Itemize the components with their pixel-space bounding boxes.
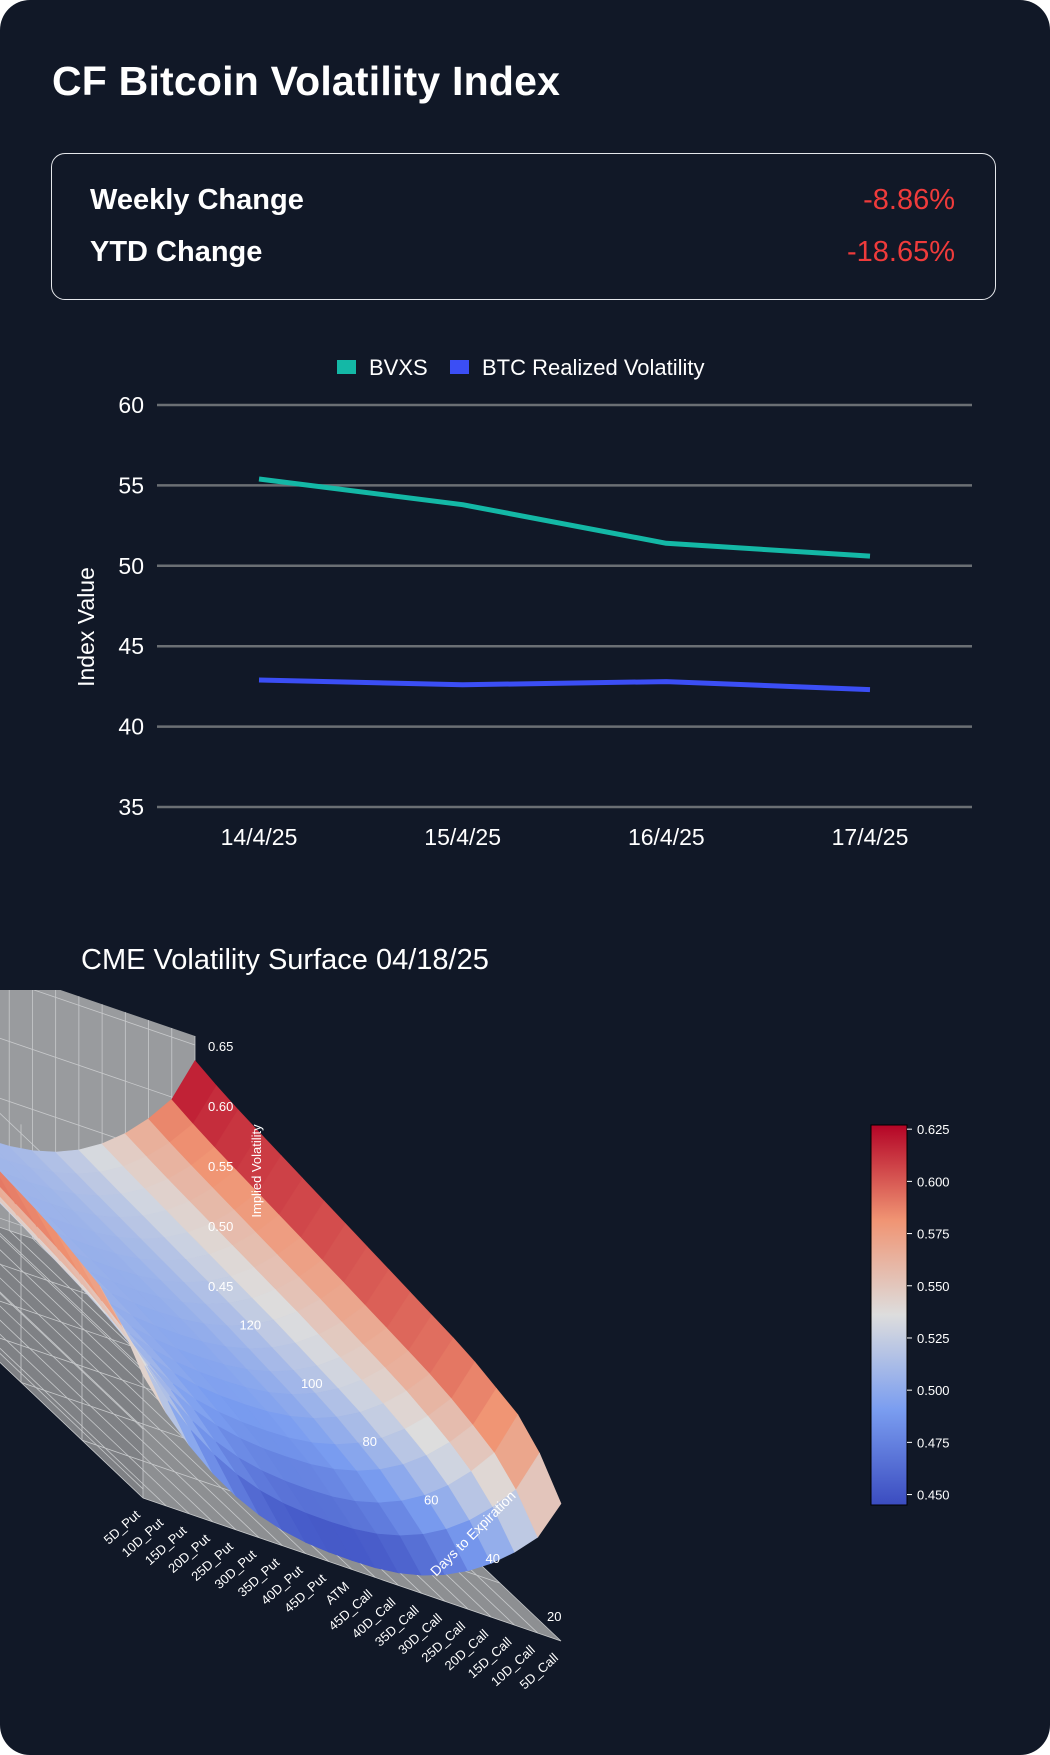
y-tick-label: 20 <box>547 1609 561 1624</box>
x-tick-label: 14/4/25 <box>221 824 298 850</box>
y-tick-label: 120 <box>239 1317 261 1332</box>
surface-chart-title: CME Volatility Surface 04/18/25 <box>81 944 489 976</box>
colorbar-tick-label: 0.475 <box>917 1435 950 1450</box>
y-tick-label: 60 <box>118 392 144 418</box>
series-line-btc-realized <box>258 677 871 693</box>
y-tick-label: 60 <box>424 1492 438 1507</box>
z-tick-label: 0.45 <box>208 1279 233 1294</box>
y-tick-label: 40 <box>118 714 144 740</box>
volatility-surface-chart: 5D_Put10D_Put15D_Put20D_Put25D_Put30D_Pu… <box>0 990 950 1692</box>
y-tick-label: 40 <box>486 1551 500 1566</box>
change-summary-box: Weekly Change -8.86% YTD Change -18.65% <box>51 153 996 300</box>
surface-patch <box>515 1452 562 1538</box>
colorbar-tick-label: 0.600 <box>917 1174 950 1189</box>
y-tick-label: 55 <box>118 472 144 498</box>
z-tick-label: 0.65 <box>208 1039 233 1054</box>
pane-gridline <box>32 990 196 1046</box>
colorbar-tick-label: 0.550 <box>917 1279 950 1294</box>
colorbar-tick-label: 0.450 <box>917 1488 950 1503</box>
surface-mesh <box>0 1060 562 1576</box>
z-tick-label: 0.55 <box>208 1159 233 1174</box>
z-tick-label: 0.50 <box>208 1219 233 1234</box>
legend-swatch <box>337 360 356 374</box>
legend-label: BVXS <box>369 355 428 380</box>
y-tick-label: 100 <box>301 1376 323 1391</box>
colorbar: 0.450 0.475 0.500 0.525 0.550 0.575 0.600 0.625 <box>870 1122 950 1506</box>
ytd-change-label: YTD Change <box>90 236 263 268</box>
index-line-chart: 35 40 45 50 55 60 14/4/25 15/4/25 16/4/25 17/4/25… <box>73 355 972 850</box>
pane-gridline <box>0 1232 144 1370</box>
legend-label: BTC Realized Volatility <box>482 355 705 380</box>
y-tick-label: 80 <box>362 1434 376 1449</box>
colorbar-tick-label: 0.625 <box>917 1122 950 1137</box>
pane-gridline <box>0 1352 144 1490</box>
y-tick-label: 45 <box>118 633 144 659</box>
y-tick-label: 50 <box>118 553 144 579</box>
y-tick-label: 35 <box>118 794 144 820</box>
z-axis-label: Implied Volatility <box>249 1124 264 1218</box>
ytd-change-value: -18.65% <box>846 236 955 268</box>
colorbar-tick-label: 0.500 <box>917 1383 950 1398</box>
weekly-change-label: Weekly Change <box>90 184 304 216</box>
x-tick-label: 15/4/25 <box>424 824 501 850</box>
y-axis-label: Index Value <box>73 567 99 687</box>
z-tick-label: 0.60 <box>208 1099 233 1114</box>
page-title: CF Bitcoin Volatility Index <box>52 58 561 104</box>
colorbar-tick-label: 0.575 <box>917 1227 950 1242</box>
legend-swatch <box>450 360 469 374</box>
weekly-change-value: -8.86% <box>863 184 955 216</box>
series-line-bvxs <box>258 476 871 559</box>
pane-gridline <box>0 1037 196 1106</box>
colorbar-gradient <box>870 1124 908 1506</box>
pane-gridline <box>0 1292 144 1430</box>
x-tick-label: 16/4/25 <box>628 824 705 850</box>
colorbar-tick-label: 0.525 <box>917 1331 950 1346</box>
x-tick-label: 17/4/25 <box>832 824 909 850</box>
pane-gridline <box>142 1497 562 1642</box>
